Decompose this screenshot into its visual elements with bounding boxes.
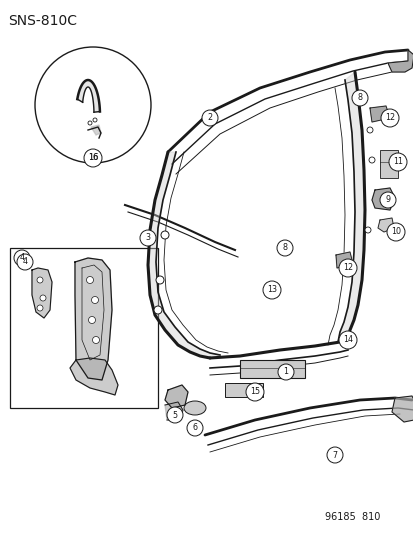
Circle shape	[161, 231, 169, 239]
Polygon shape	[335, 252, 352, 268]
Circle shape	[14, 250, 30, 266]
Polygon shape	[165, 385, 188, 408]
Bar	[224, 383, 262, 397]
Text: 14: 14	[342, 335, 352, 344]
Text: 4: 4	[19, 254, 24, 262]
Polygon shape	[369, 106, 389, 122]
Polygon shape	[91, 125, 101, 135]
Circle shape	[166, 407, 183, 423]
Text: 12: 12	[342, 263, 352, 272]
Circle shape	[37, 305, 43, 311]
Text: 13: 13	[266, 286, 276, 295]
Circle shape	[202, 110, 218, 126]
Text: 11: 11	[392, 157, 402, 166]
Polygon shape	[165, 402, 183, 420]
Text: SNS-810C: SNS-810C	[8, 14, 77, 28]
Circle shape	[338, 331, 356, 349]
Bar	[10, 248, 158, 408]
Polygon shape	[377, 218, 393, 232]
Circle shape	[140, 230, 156, 246]
Circle shape	[388, 153, 406, 171]
Circle shape	[366, 127, 372, 133]
Ellipse shape	[183, 401, 206, 415]
Text: 5: 5	[172, 410, 177, 419]
Polygon shape	[337, 72, 364, 342]
Text: 10: 10	[390, 228, 400, 237]
Circle shape	[86, 277, 93, 284]
Text: 8: 8	[282, 244, 287, 253]
Polygon shape	[70, 358, 118, 395]
Circle shape	[35, 47, 151, 163]
Text: 3: 3	[145, 233, 150, 243]
Circle shape	[386, 223, 404, 241]
Polygon shape	[147, 152, 219, 358]
Circle shape	[85, 150, 101, 166]
Text: 9: 9	[385, 196, 389, 205]
Circle shape	[91, 296, 98, 303]
Circle shape	[154, 306, 161, 314]
Bar	[379, 150, 397, 178]
Text: 8: 8	[357, 93, 362, 102]
Text: 16: 16	[88, 154, 98, 163]
Circle shape	[88, 317, 95, 324]
Circle shape	[37, 277, 43, 283]
Text: 1: 1	[283, 367, 288, 376]
Circle shape	[364, 227, 370, 233]
Text: 15: 15	[249, 387, 259, 397]
Bar	[240, 360, 304, 378]
Circle shape	[368, 157, 374, 163]
Circle shape	[277, 364, 293, 380]
Text: 4: 4	[22, 257, 27, 266]
Circle shape	[379, 192, 395, 208]
Text: 16: 16	[88, 154, 98, 163]
Text: 2: 2	[207, 114, 212, 123]
Circle shape	[326, 447, 342, 463]
Circle shape	[245, 383, 263, 401]
Text: 6: 6	[192, 424, 197, 432]
Circle shape	[84, 149, 102, 167]
Circle shape	[262, 281, 280, 299]
Circle shape	[380, 109, 398, 127]
Polygon shape	[387, 50, 413, 72]
Polygon shape	[77, 80, 100, 112]
Text: 7: 7	[332, 450, 337, 459]
Circle shape	[276, 240, 292, 256]
Circle shape	[351, 90, 367, 106]
Circle shape	[92, 336, 99, 343]
Circle shape	[17, 254, 33, 270]
Circle shape	[187, 420, 202, 436]
Circle shape	[40, 295, 46, 301]
Polygon shape	[371, 188, 394, 210]
Text: 96185  810: 96185 810	[324, 512, 379, 522]
Polygon shape	[391, 396, 413, 422]
Polygon shape	[75, 258, 112, 380]
Text: 12: 12	[384, 114, 394, 123]
Polygon shape	[32, 268, 52, 318]
Circle shape	[338, 259, 356, 277]
Circle shape	[156, 276, 164, 284]
